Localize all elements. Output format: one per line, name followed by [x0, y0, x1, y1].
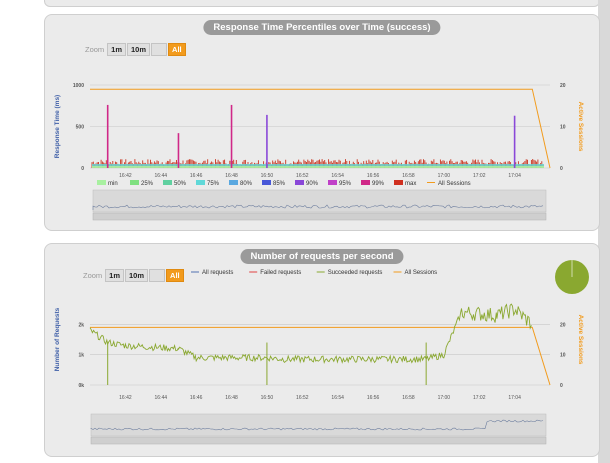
x-tick-label: 16:44 — [155, 395, 168, 401]
y-tick-label: 1000 — [73, 83, 84, 89]
response-time-chart: 1000 500 0 20 10 0 Response Time (ms) Active Se… — [54, 83, 584, 221]
y2-tick-label: 0 — [560, 383, 563, 389]
x-tick-label: 16:50 — [261, 173, 274, 179]
legend-label: All Sessions — [438, 181, 471, 187]
x-tick-label: 17:00 — [438, 173, 451, 179]
legend-swatch — [262, 180, 271, 185]
legend-label: 95% — [339, 181, 352, 187]
x-tick-label: 17:04 — [508, 173, 521, 179]
x-tick-label: 17:02 — [473, 173, 486, 179]
x-tick-label: 16:42 — [119, 173, 132, 179]
page-scrollbar[interactable] — [598, 0, 610, 463]
legend-swatch — [130, 180, 139, 185]
y2-tick-label: 10 — [560, 353, 566, 359]
percentile-band — [92, 164, 544, 167]
legend-swatch — [163, 180, 172, 185]
chart-title: Response Time Percentiles over Time (suc… — [203, 20, 441, 35]
x-tick-label: 16:56 — [367, 395, 380, 401]
x-tick-label: 16:46 — [190, 395, 203, 401]
legend-label: Succeeded requests — [328, 270, 383, 276]
navigator-scrollbar — [92, 212, 547, 221]
zoom-10m-button[interactable]: 10m — [127, 43, 151, 56]
zoom-controls: Zoom 1m 10m All — [85, 43, 187, 56]
chart-title: Number of requests per second — [240, 249, 404, 264]
y2-axis-label: Active Sessions — [577, 315, 584, 365]
zoom-all-button[interactable]: All — [168, 43, 186, 56]
y-tick-label: 0 — [81, 166, 84, 172]
x-tick-label: 16:46 — [190, 173, 203, 179]
legend-label: 80% — [240, 181, 253, 187]
legend-label: 50% — [174, 181, 187, 187]
sessions-line — [90, 326, 551, 386]
y-tick-label: 2k — [78, 322, 84, 328]
y-tick-label: 0k — [78, 383, 84, 389]
x-tick-label: 16:58 — [402, 395, 415, 401]
requests-chart: All requests Failed requests Succeeded req… — [54, 260, 589, 445]
x-tick-label: 16:48 — [225, 395, 238, 401]
zoom-10m-button[interactable]: 10m — [125, 269, 149, 282]
navigator-line — [92, 204, 544, 210]
legend-label: Failed requests — [260, 270, 301, 276]
legend-swatch — [229, 180, 238, 185]
navigator — [90, 413, 547, 437]
x-tick-label: 16:52 — [296, 173, 309, 179]
zoom-label: Zoom — [83, 271, 103, 280]
zoom-controls: Zoom 1m 10m All — [83, 269, 185, 282]
legend-label: min — [108, 181, 118, 187]
x-tick-label: 16:58 — [402, 173, 415, 179]
previous-panel-edge — [44, 0, 600, 7]
y-axis-label: Number of Requests — [54, 307, 61, 371]
y-tick-label: 1k — [78, 353, 84, 359]
y2-tick-label: 20 — [560, 83, 566, 89]
legend-swatch — [328, 180, 337, 185]
zoom-blank-button[interactable] — [149, 269, 166, 282]
x-tick-label: 16:54 — [331, 173, 344, 179]
legend-label: 90% — [306, 181, 319, 187]
x-tick-label: 16:52 — [296, 395, 309, 401]
legend-swatch — [295, 180, 304, 185]
y-tick-label: 500 — [76, 125, 85, 131]
sessions-line — [90, 88, 551, 169]
legend-label: All Sessions — [405, 270, 438, 276]
x-tick-label: 17:00 — [438, 395, 451, 401]
navigator-line — [90, 419, 544, 431]
legend-label: All requests — [202, 270, 233, 276]
legend-swatch — [97, 180, 106, 185]
y2-tick-label: 20 — [560, 322, 566, 328]
x-tick-label: 16:48 — [225, 173, 238, 179]
y2-tick-label: 0 — [560, 166, 563, 172]
legend-swatch — [196, 180, 205, 185]
min-band — [92, 166, 544, 168]
legend-label: 85% — [273, 181, 286, 187]
y-axis-label: Response Time (ms) — [54, 95, 61, 158]
x-tick-label: 17:02 — [473, 395, 486, 401]
x-tick-label: 16:42 — [119, 395, 132, 401]
legend-label: 25% — [141, 181, 154, 187]
y2-tick-label: 10 — [560, 125, 566, 131]
zoom-blank-button[interactable] — [151, 43, 168, 56]
legend-label: max — [405, 181, 416, 187]
legend-swatch — [394, 180, 403, 185]
zoom-all-button[interactable]: All — [166, 269, 184, 282]
zoom-1m-button[interactable]: 1m — [107, 43, 127, 56]
legend-label: 99% — [372, 181, 385, 187]
x-tick-label: 16:54 — [331, 395, 344, 401]
navigator — [92, 189, 547, 213]
x-tick-label: 16:44 — [155, 173, 168, 179]
zoom-label: Zoom — [85, 45, 105, 54]
x-tick-label: 16:56 — [367, 173, 380, 179]
x-tick-label: 17:04 — [508, 395, 521, 401]
x-tick-label: 16:50 — [261, 395, 274, 401]
succeeded-requests-line — [89, 303, 532, 365]
zoom-1m-button[interactable]: 1m — [105, 269, 125, 282]
y2-axis-label: Active Sessions — [577, 102, 584, 152]
requests-panel: Number of requests per second Zoom 1m 10… — [44, 243, 600, 457]
response-time-panel: Response Time Percentiles over Time (suc… — [44, 14, 600, 231]
legend-swatch — [361, 180, 370, 185]
legend-label: 75% — [207, 181, 220, 187]
navigator-scrollbar — [90, 436, 547, 445]
